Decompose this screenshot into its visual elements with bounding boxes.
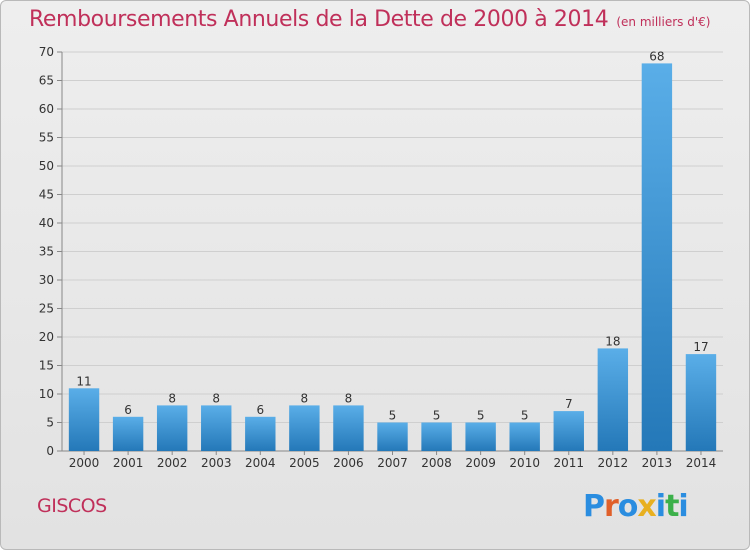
y-tick-label: 40	[39, 216, 54, 230]
y-tick-label: 50	[39, 159, 54, 173]
bar-2014	[685, 354, 717, 451]
y-tick-label: 25	[39, 302, 54, 316]
bars	[68, 63, 717, 452]
x-tick-label: 2004	[245, 456, 276, 470]
bar-2000	[68, 388, 100, 451]
chart-title: Remboursements Annuels de la Dette de 20…	[29, 7, 710, 32]
bar-2007	[377, 422, 408, 451]
x-tick-label: 2009	[465, 456, 496, 470]
y-tick-label: 5	[46, 416, 54, 430]
bar-2003	[201, 405, 232, 451]
y-tick-label: 65	[39, 74, 54, 88]
data-label: 5	[521, 409, 529, 423]
x-tick-label: 2013	[642, 456, 673, 470]
bar-2001	[112, 416, 144, 451]
x-tick-label: 2002	[157, 456, 188, 470]
data-label: 11	[76, 374, 91, 388]
x-tick-label: 2000	[69, 456, 100, 470]
logo-letter: x	[637, 489, 656, 524]
data-label: 8	[212, 391, 220, 405]
y-tick-label: 0	[46, 444, 54, 458]
x-tick-label: 2001	[113, 456, 144, 470]
proxiti-logo: Proxiti	[583, 489, 689, 524]
y-tick-label: 30	[39, 273, 54, 287]
labels: 0510152025303540455055606570200011200162…	[39, 45, 717, 470]
bar-2008	[421, 422, 452, 451]
commune-name: GISCOS	[37, 495, 107, 517]
logo-letter: P	[583, 489, 605, 524]
x-tick-label: 2014	[686, 456, 717, 470]
y-tick-label: 20	[39, 330, 54, 344]
data-label: 18	[605, 334, 620, 348]
logo-letter: i	[678, 489, 688, 524]
y-tick-label: 35	[39, 245, 54, 259]
data-label: 6	[124, 403, 132, 417]
data-label: 5	[477, 409, 485, 423]
x-tick-label: 2011	[553, 456, 584, 470]
data-label: 17	[693, 340, 708, 354]
y-tick-label: 15	[39, 359, 54, 373]
x-tick-label: 2012	[598, 456, 629, 470]
y-tick-label: 10	[39, 387, 54, 401]
data-label: 5	[433, 409, 441, 423]
data-label: 7	[565, 397, 573, 411]
logo-letter: t	[665, 489, 679, 524]
data-label: 68	[649, 49, 664, 63]
x-tick-label: 2005	[289, 456, 320, 470]
data-label: 6	[256, 403, 264, 417]
bar-2010	[509, 422, 540, 451]
data-label: 8	[168, 391, 176, 405]
chart-title-text: Remboursements Annuels de la Dette de 20…	[29, 7, 609, 32]
bar-2012	[597, 348, 629, 451]
x-tick-label: 2010	[509, 456, 540, 470]
data-label: 8	[345, 391, 353, 405]
bar-2011	[553, 411, 584, 451]
y-tick-label: 55	[39, 131, 54, 145]
x-tick-label: 2008	[421, 456, 452, 470]
chart-unit: (en milliers d'€)	[616, 15, 711, 29]
logo-letter: i	[655, 489, 666, 524]
bar-2013	[641, 63, 673, 452]
x-tick-label: 2006	[333, 456, 364, 470]
y-tick-label: 60	[39, 102, 54, 116]
logo-letter: o	[617, 489, 639, 524]
data-label: 8	[301, 391, 309, 405]
bar-2004	[245, 416, 276, 451]
bar-2009	[465, 422, 496, 451]
bar-2002	[156, 405, 188, 451]
bar-2006	[333, 405, 364, 451]
x-tick-label: 2003	[201, 456, 232, 470]
x-tick-label: 2007	[377, 456, 408, 470]
y-tick-label: 45	[39, 188, 54, 202]
bar-2005	[289, 405, 320, 451]
y-tick-label: 70	[39, 45, 54, 59]
data-label: 5	[389, 409, 397, 423]
logo-letter: r	[604, 489, 619, 524]
